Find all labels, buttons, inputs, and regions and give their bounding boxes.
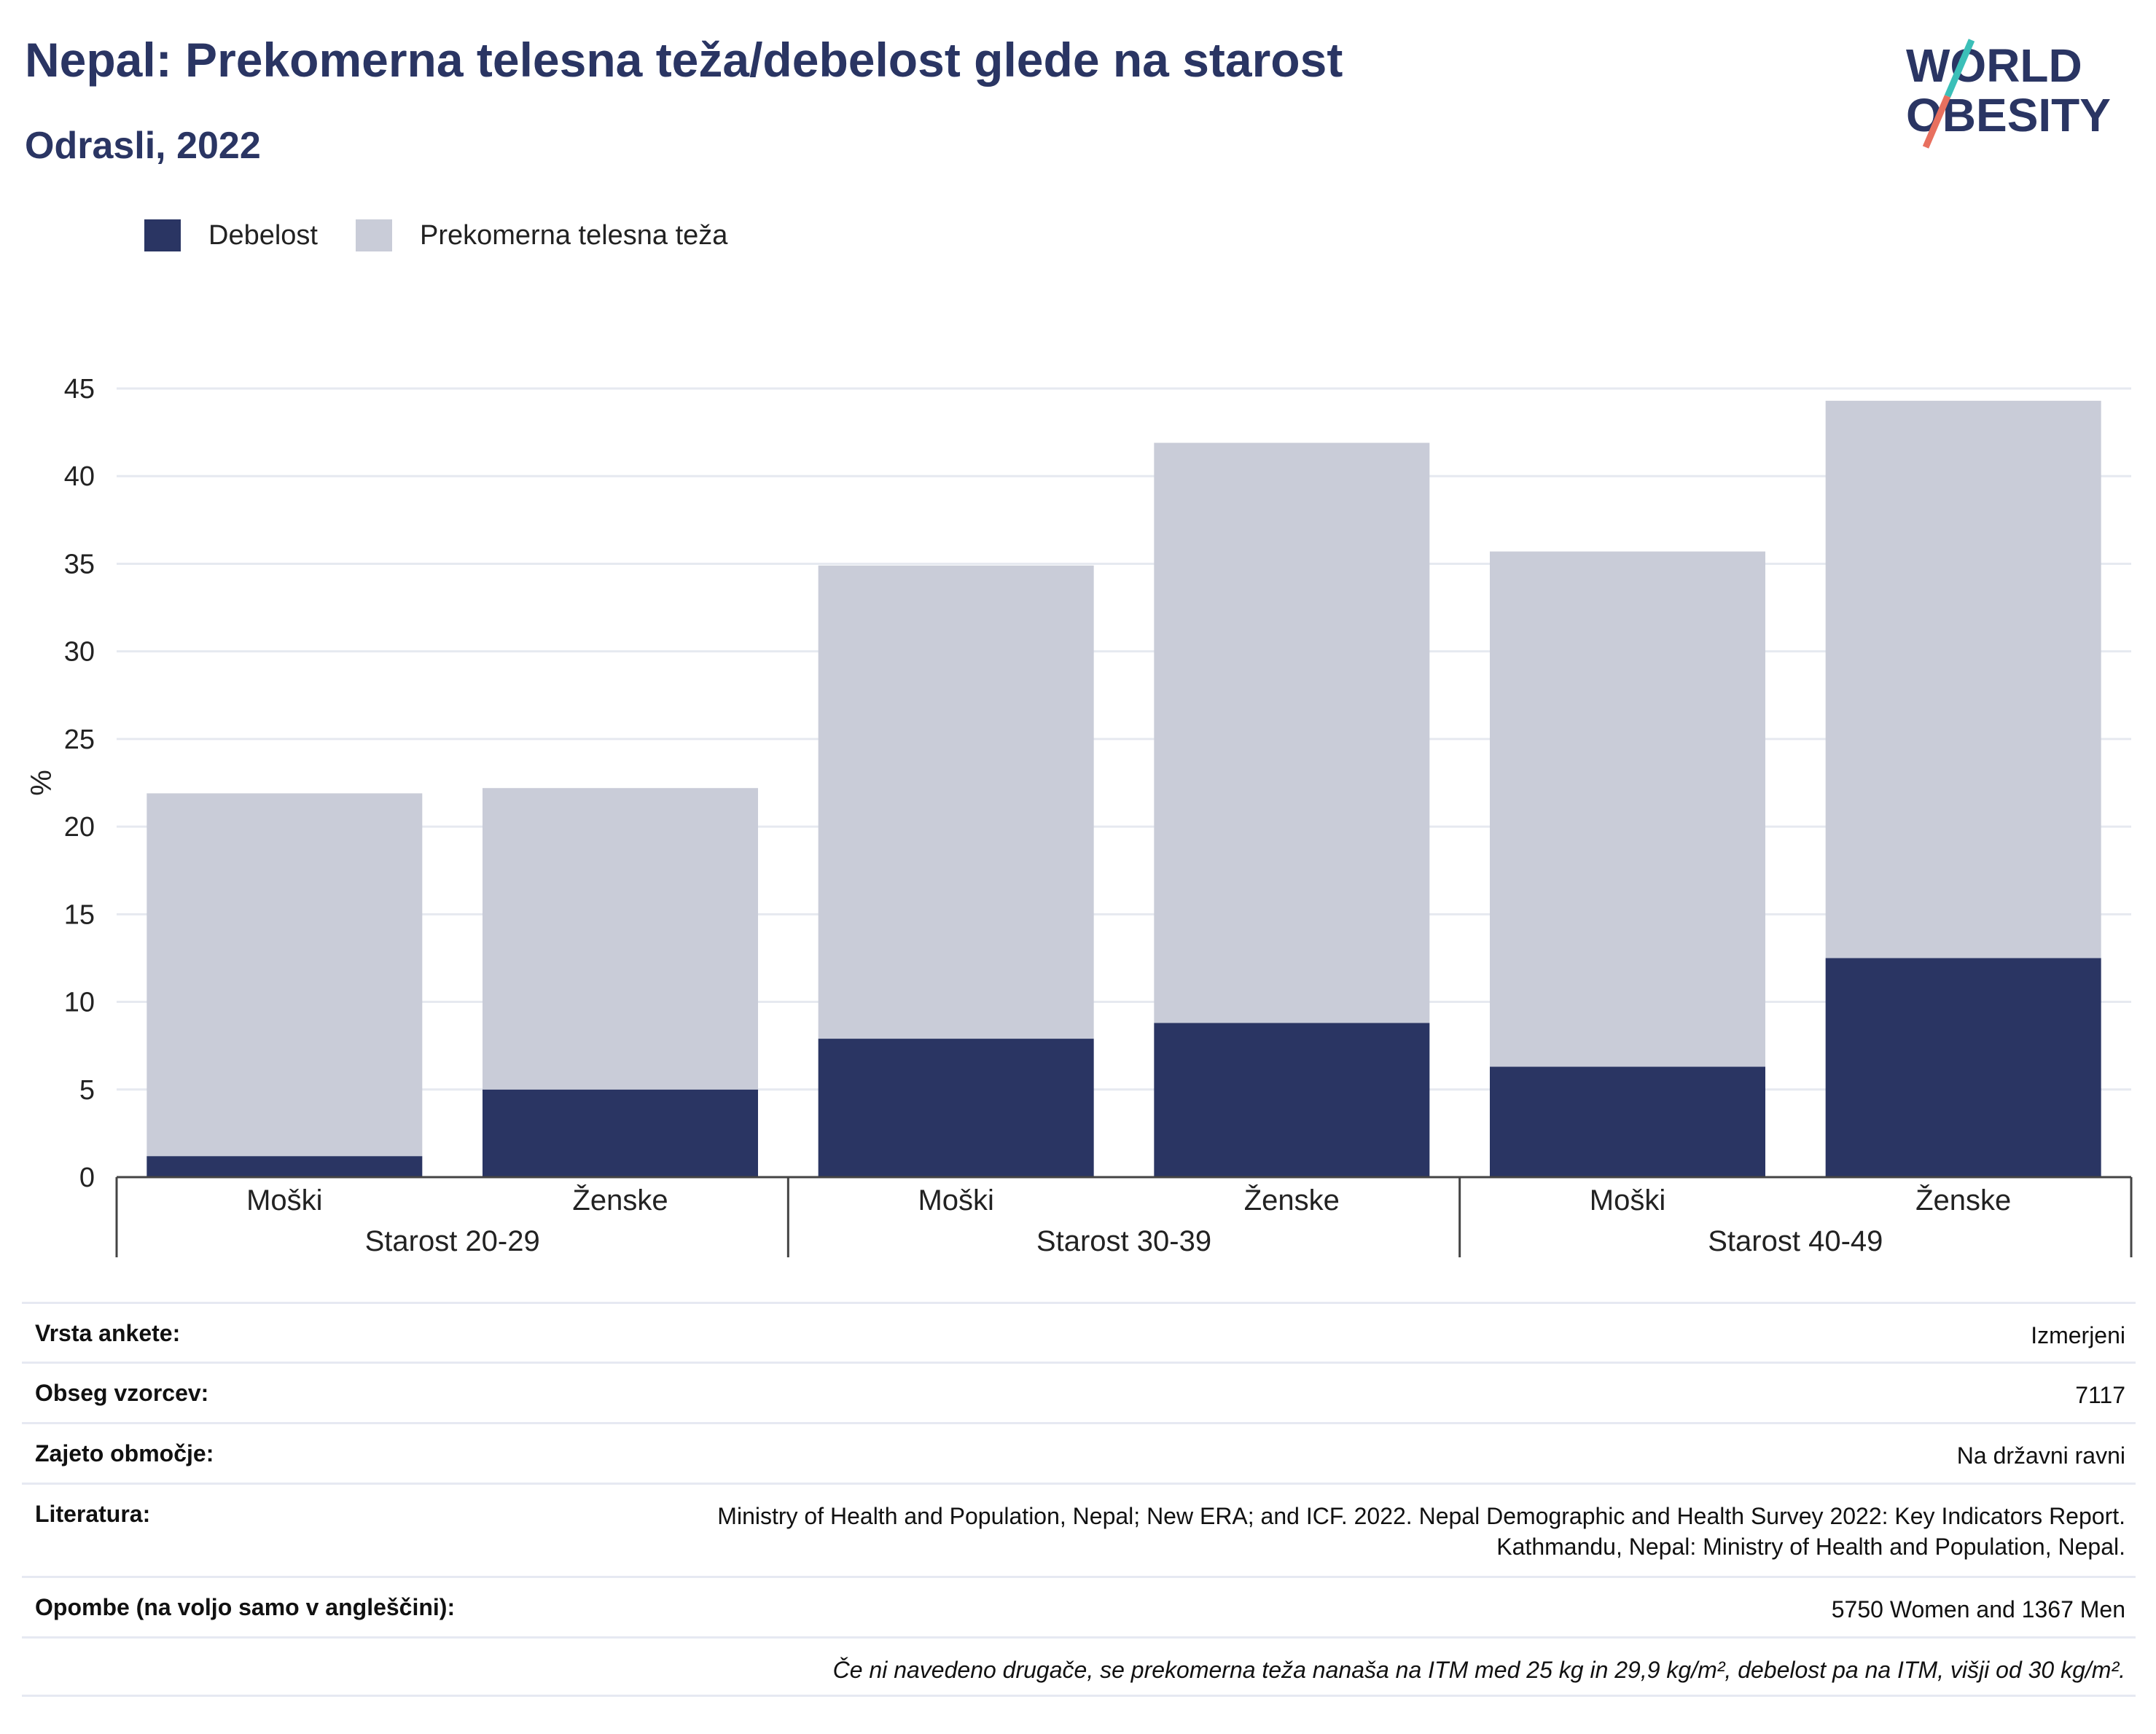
info-row-area-covered: Zajeto območje: Na državni ravni bbox=[22, 1422, 2136, 1483]
info-value: Na državni ravni bbox=[1956, 1442, 2125, 1469]
info-key: Literatura: bbox=[35, 1501, 151, 1527]
legend-item-obesity[interactable]: Debelost bbox=[144, 219, 318, 251]
x-group-label: Starost 30-39 bbox=[1036, 1225, 1211, 1257]
info-value: Ministry of Health and Population, Nepal… bbox=[717, 1501, 2125, 1562]
info-value: 7117 bbox=[2075, 1382, 2125, 1408]
reference-line-2: Kathmandu, Nepal: Ministry of Health and… bbox=[1496, 1534, 2125, 1560]
y-tick-label: 40 bbox=[64, 461, 95, 492]
bar-obesity bbox=[818, 1039, 1094, 1177]
info-value: Izmerjeni bbox=[2031, 1322, 2125, 1348]
x-category-label: Moški bbox=[1590, 1184, 1665, 1216]
reference-line-1: Ministry of Health and Population, Nepal… bbox=[717, 1503, 2125, 1529]
chart-title: Nepal: Prekomerna telesna teža/debelost … bbox=[25, 33, 1343, 87]
legend-label-obesity: Debelost bbox=[208, 219, 318, 251]
y-tick-label: 45 bbox=[64, 374, 95, 405]
bar-obesity bbox=[1490, 1066, 1765, 1177]
x-group-label: Starost 20-29 bbox=[365, 1225, 540, 1257]
bar-obesity bbox=[1154, 1023, 1430, 1177]
info-key: Opombe (na voljo samo v angleščini): bbox=[35, 1594, 456, 1620]
logo-text-world: WORLD bbox=[1906, 39, 2082, 92]
legend-label-overweight: Prekomerna telesna teža bbox=[419, 219, 728, 251]
info-value: 5750 Women and 1367 Men bbox=[1831, 1596, 2125, 1622]
x-group-label: Starost 40-49 bbox=[1708, 1225, 1883, 1257]
x-category-label: Ženske bbox=[1244, 1184, 1340, 1216]
info-row-notes: Opombe (na voljo samo v angleščini): 575… bbox=[22, 1576, 2136, 1636]
footnote: Če ni navedeno drugače, se prekomerna te… bbox=[832, 1657, 2125, 1683]
info-table: Vrsta ankete: Izmerjeni Obseg vzorcev: 7… bbox=[22, 1302, 2136, 1697]
legend-item-overweight[interactable]: Prekomerna telesna teža bbox=[355, 219, 728, 251]
y-tick-label: 0 bbox=[79, 1163, 95, 1193]
info-key: Zajeto območje: bbox=[35, 1440, 214, 1467]
y-tick-label: 30 bbox=[64, 637, 95, 668]
bar-obesity bbox=[483, 1089, 758, 1177]
bar-overweight bbox=[147, 793, 423, 1157]
y-tick-label: 25 bbox=[64, 725, 95, 755]
bar-overweight bbox=[483, 788, 758, 1090]
x-category-label: Moški bbox=[246, 1184, 322, 1216]
x-category-label: Moški bbox=[918, 1184, 993, 1216]
info-row-sample-size: Obseg vzorcev: 7117 bbox=[22, 1362, 2136, 1422]
stacked-bar-chart: 0 5 10 15 20 25 30 35 40 45% Moški Ženske Moški Žensk… bbox=[26, 374, 2133, 1257]
legend-swatch-obesity bbox=[144, 219, 181, 251]
y-tick-label: 5 bbox=[79, 1075, 95, 1106]
info-row-reference: Literatura: Ministry of Health and Popul… bbox=[22, 1483, 2136, 1576]
bar-overweight bbox=[1825, 400, 2101, 958]
bar-overweight bbox=[1490, 551, 1765, 1067]
info-key: Vrsta ankete: bbox=[35, 1320, 181, 1346]
bar-overweight bbox=[1154, 442, 1430, 1023]
x-category-label: Ženske bbox=[572, 1184, 668, 1216]
bar-obesity bbox=[147, 1156, 423, 1177]
logo-slash-top bbox=[1944, 39, 1975, 98]
y-tick-label: 35 bbox=[64, 549, 95, 579]
bar-obesity bbox=[1825, 958, 2101, 1177]
bar-overweight bbox=[818, 565, 1094, 1039]
info-row-survey-type: Vrsta ankete: Izmerjeni bbox=[22, 1302, 2136, 1362]
y-axis-label: % bbox=[26, 770, 58, 796]
info-row-footnote: Če ni navedeno drugače, se prekomerna te… bbox=[22, 1636, 2136, 1697]
info-key: Obseg vzorcev: bbox=[35, 1380, 209, 1406]
y-tick-label: 15 bbox=[64, 899, 95, 930]
legend-swatch-overweight bbox=[355, 219, 392, 251]
logo-slash-bottom bbox=[1922, 95, 1951, 149]
x-category-label: Ženske bbox=[1915, 1184, 2011, 1216]
chart-subtitle: Odrasli, 2022 bbox=[25, 125, 261, 167]
legend: Debelost Prekomerna telesna teža bbox=[144, 217, 765, 254]
y-tick-label: 10 bbox=[64, 988, 95, 1018]
y-tick-label: 20 bbox=[64, 812, 95, 843]
world-obesity-logo: WORLD OBESITY bbox=[1906, 39, 2111, 149]
